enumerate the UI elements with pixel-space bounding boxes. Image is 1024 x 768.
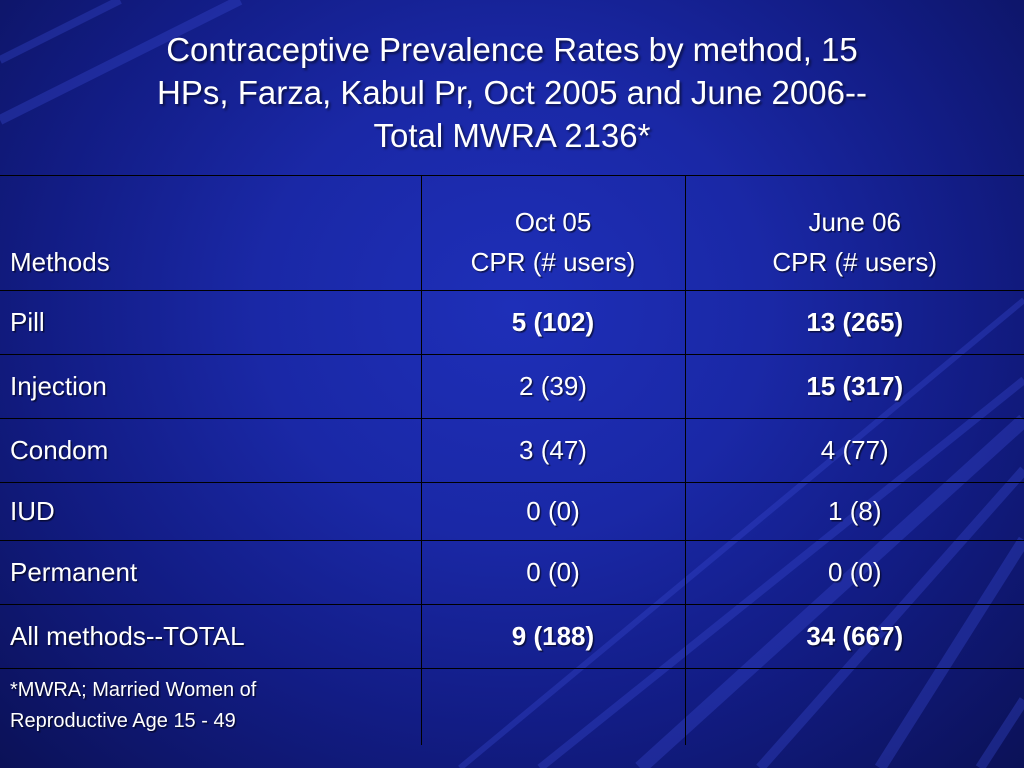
jun06-cell: 15 (317) xyxy=(684,354,1024,419)
cpr-table: Methods Oct 05 CPR (# users) June 06 CPR… xyxy=(0,175,1024,745)
table-row: Pill 5 (102) 13 (265) xyxy=(0,290,1024,355)
oct05-cell: 0 (0) xyxy=(420,540,686,605)
slide-title: Contraceptive Prevalence Rates by method… xyxy=(40,28,984,157)
method-cell: Pill xyxy=(0,290,422,355)
table-header-row: Methods Oct 05 CPR (# users) June 06 CPR… xyxy=(0,175,1024,291)
header-oct05: Oct 05 CPR (# users) xyxy=(420,175,686,291)
oct05-cell: 0 (0) xyxy=(420,482,686,541)
table-row: Permanent 0 (0) 0 (0) xyxy=(0,540,1024,605)
table-row: IUD 0 (0) 1 (8) xyxy=(0,482,1024,541)
header-jun06: June 06 CPR (# users) xyxy=(684,175,1024,291)
jun06-cell: 0 (0) xyxy=(684,540,1024,605)
jun06-cell: 1 (8) xyxy=(684,482,1024,541)
footnote-line-1: *MWRA; Married Women of xyxy=(10,679,257,701)
method-cell: IUD xyxy=(0,482,422,541)
title-line-1: Contraceptive Prevalence Rates by method… xyxy=(166,31,858,68)
table-row: Condom 3 (47) 4 (77) xyxy=(0,418,1024,483)
footnote-empty-cell xyxy=(420,668,686,745)
jun06-cell: 13 (265) xyxy=(684,290,1024,355)
method-cell: Condom xyxy=(0,418,422,483)
method-cell: Injection xyxy=(0,354,422,419)
title-line-3: Total MWRA 2136* xyxy=(373,117,651,154)
footnote-row: *MWRA; Married Women of Reproductive Age… xyxy=(0,668,1024,745)
table-row-total: All methods--TOTAL 9 (188) 34 (667) xyxy=(0,604,1024,669)
method-cell: All methods--TOTAL xyxy=(0,604,422,669)
footnote-empty-cell xyxy=(685,668,1024,745)
oct05-cell: 3 (47) xyxy=(420,418,686,483)
oct05-cell: 9 (188) xyxy=(420,604,686,669)
oct05-cell: 2 (39) xyxy=(420,354,686,419)
title-line-2: HPs, Farza, Kabul Pr, Oct 2005 and June … xyxy=(157,74,867,111)
footnote-line-2: Reproductive Age 15 - 49 xyxy=(10,710,236,732)
method-cell: Permanent xyxy=(0,540,422,605)
oct05-cell: 5 (102) xyxy=(420,290,686,355)
header-methods: Methods xyxy=(0,175,422,291)
jun06-cell: 4 (77) xyxy=(684,418,1024,483)
footnote: *MWRA; Married Women of Reproductive Age… xyxy=(0,668,422,745)
jun06-cell: 34 (667) xyxy=(684,604,1024,669)
table-row: Injection 2 (39) 15 (317) xyxy=(0,354,1024,419)
